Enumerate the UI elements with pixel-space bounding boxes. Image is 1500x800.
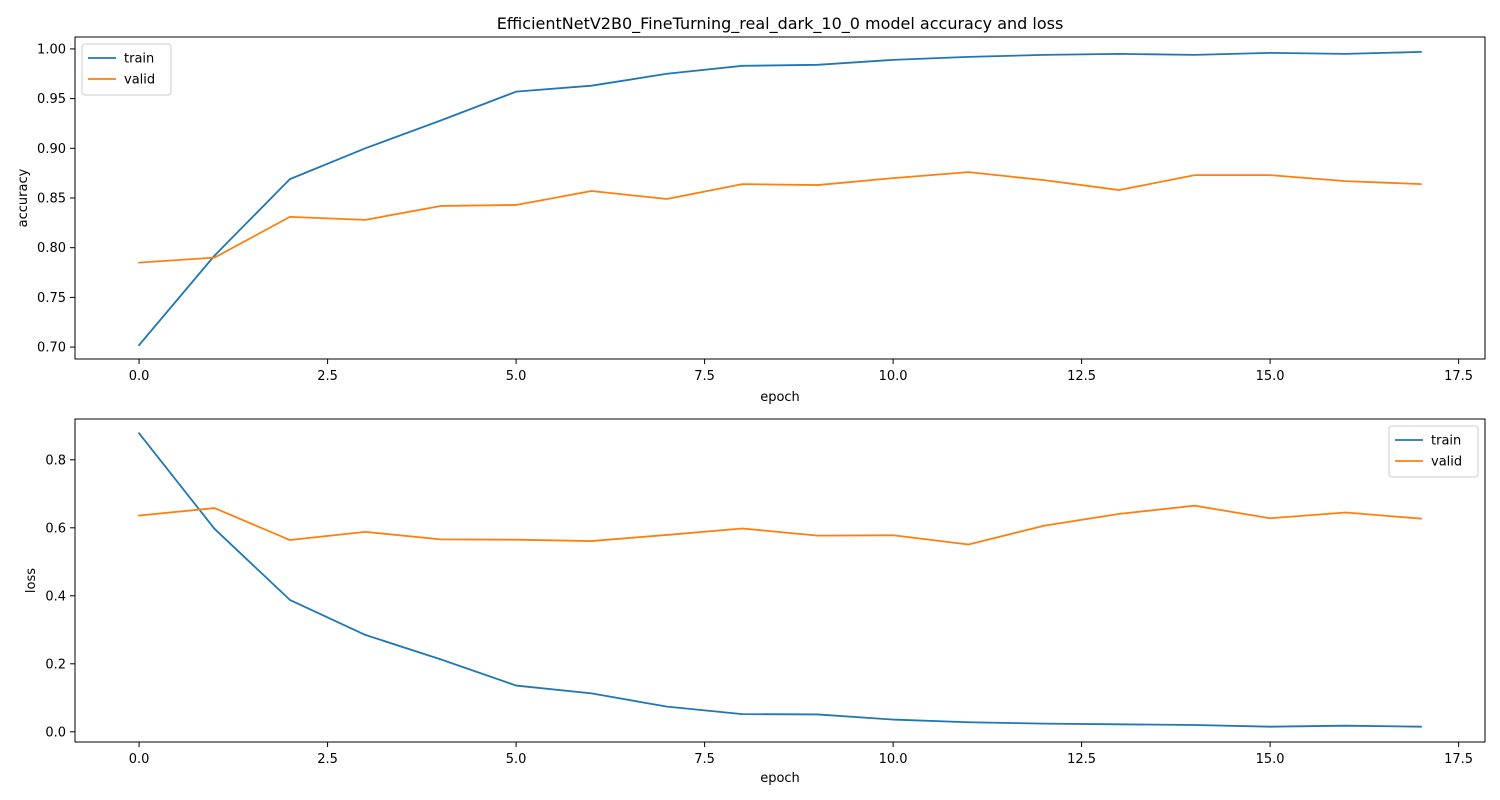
accuracy-y-tick-label: 0.80 bbox=[37, 241, 66, 256]
loss-y-tick-label: 0.8 bbox=[45, 453, 66, 468]
accuracy-y-tick-label: 0.90 bbox=[37, 142, 66, 157]
loss-y-tick-label: 0.6 bbox=[45, 521, 66, 536]
accuracy-y-tick-label: 0.85 bbox=[37, 192, 66, 207]
loss-x-tick-label: 5.0 bbox=[506, 752, 527, 767]
accuracy-y-tick-label: 0.75 bbox=[37, 291, 66, 306]
accuracy-x-tick-label: 12.5 bbox=[1067, 369, 1096, 384]
accuracy-x-axis-label: epoch bbox=[760, 390, 800, 405]
accuracy-panel: 0.0 2.5 5.0 7.5 10.0 12.5 15.0 17.5 0.70 0.75 0.80… bbox=[16, 36, 1486, 405]
loss-x-tick-label: 0.0 bbox=[129, 752, 150, 767]
accuracy-series-valid-line bbox=[138, 171, 1422, 264]
loss-legend-label-train: train bbox=[1431, 434, 1461, 449]
accuracy-legend-box bbox=[81, 43, 172, 96]
accuracy-x-tick-label: 2.5 bbox=[317, 369, 338, 384]
loss-series-train-line bbox=[137, 432, 1422, 728]
accuracy-x-tick-label: 0.0 bbox=[129, 369, 150, 384]
loss-x-tick-label: 17.5 bbox=[1444, 752, 1473, 767]
accuracy-legend-label-valid: valid bbox=[124, 73, 155, 88]
loss-legend-label-valid: valid bbox=[1431, 455, 1462, 470]
loss-y-tick-label: 0.4 bbox=[45, 589, 66, 604]
loss-y-tick-label: 0.0 bbox=[45, 725, 66, 740]
loss-y-tick-label: 0.2 bbox=[45, 657, 66, 672]
loss-y-axis-label: loss bbox=[24, 568, 39, 593]
loss-legend-box bbox=[1388, 425, 1479, 478]
loss-x-tick-label: 7.5 bbox=[694, 752, 715, 767]
accuracy-x-tick-label: 15.0 bbox=[1256, 369, 1285, 384]
loss-x-tick-label: 10.0 bbox=[879, 752, 908, 767]
accuracy-y-axis-label: accuracy bbox=[16, 168, 31, 227]
loss-x-axis-label: epoch bbox=[760, 771, 800, 786]
figure-title: EfficientNetV2B0_FineTurning_real_dark_1… bbox=[497, 14, 1064, 34]
loss-panel: 0.0 2.5 5.0 7.5 10.0 12.5 15.0 17.5 0.0 0.2 0.4 0.6… bbox=[24, 418, 1486, 786]
accuracy-x-tick-label: 7.5 bbox=[694, 369, 715, 384]
loss-series-valid-line bbox=[138, 504, 1422, 546]
accuracy-y-tick-label: 0.70 bbox=[37, 341, 66, 356]
loss-x-tick-label: 15.0 bbox=[1256, 752, 1285, 767]
loss-x-tick-label: 12.5 bbox=[1067, 752, 1096, 767]
accuracy-y-tick-label: 1.00 bbox=[37, 42, 66, 57]
loss-x-tick-label: 2.5 bbox=[317, 752, 338, 767]
loss-axes-frame bbox=[74, 418, 1486, 743]
accuracy-x-tick-label: 5.0 bbox=[506, 369, 527, 384]
accuracy-legend-label-train: train bbox=[124, 52, 154, 67]
accuracy-x-tick-label: 17.5 bbox=[1444, 369, 1473, 384]
accuracy-y-tick-label: 0.95 bbox=[37, 92, 66, 107]
accuracy-x-tick-label: 10.0 bbox=[879, 369, 908, 384]
accuracy-series-train-line bbox=[137, 50, 1422, 347]
